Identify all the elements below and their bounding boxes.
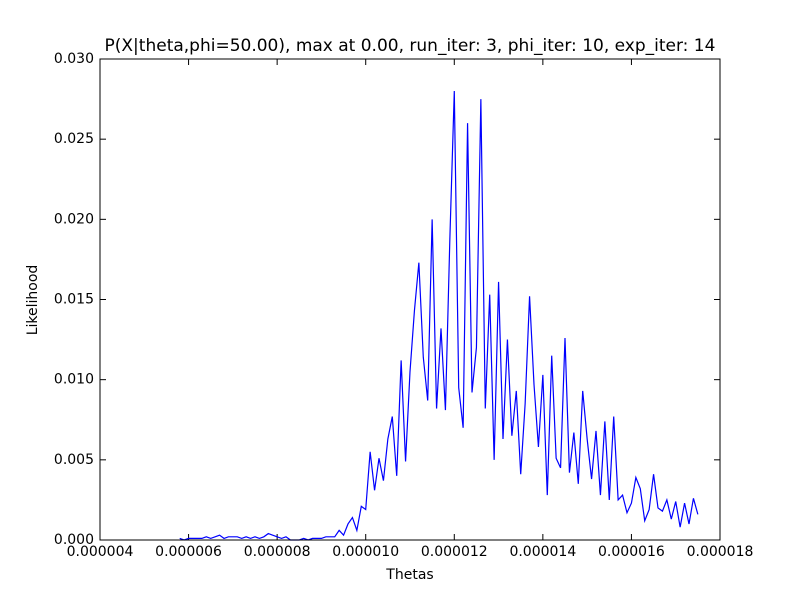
data-line [179,91,699,541]
plot-frame [99,58,721,541]
y-tick-label: 0.020 [54,211,94,227]
y-axis-label: Likelihood [25,265,41,336]
y-tick-label: 0.005 [54,452,94,468]
x-tick-label: 0.000016 [598,544,665,560]
y-tick-label: 0.015 [54,292,94,308]
y-tick-label: 0.010 [54,372,94,388]
y-tick-label: 0.000 [54,532,94,548]
x-tick-label: 0.000010 [332,544,399,560]
y-tick-label: 0.025 [54,131,94,147]
x-tick-label: 0.000008 [244,544,311,560]
x-tick-label: 0.000014 [509,544,576,560]
x-tick-label: 0.000006 [155,544,222,560]
chart-title: P(X|theta,phi=50.00), max at 0.00, run_i… [105,36,716,56]
x-tick-label: 0.000018 [687,544,754,560]
x-tick-label: 0.000004 [67,544,134,560]
x-tick-label: 0.000012 [421,544,488,560]
x-axis-label: Thetas [385,567,433,583]
y-tick-label: 0.030 [54,51,94,67]
